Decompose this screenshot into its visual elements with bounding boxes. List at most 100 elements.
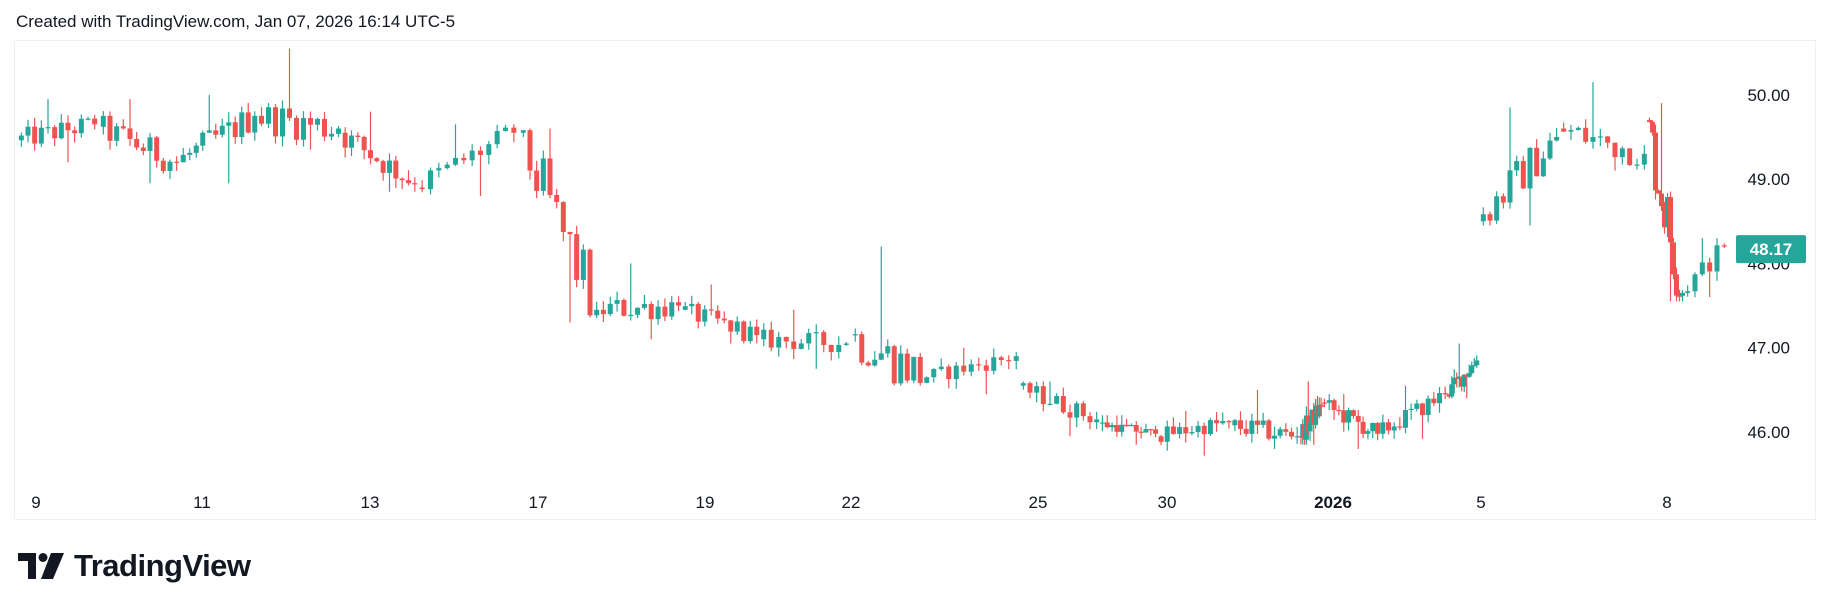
candle-up[interactable] [1437, 393, 1442, 404]
candle-up[interactable] [219, 125, 225, 135]
candle-up[interactable] [991, 357, 997, 371]
candle-down[interactable] [1080, 403, 1086, 417]
candle-up[interactable] [1547, 140, 1553, 159]
candle-up[interactable] [1177, 427, 1183, 434]
candle-up[interactable] [436, 168, 442, 171]
candle-up[interactable] [494, 131, 500, 145]
candle-up[interactable] [1094, 419, 1100, 423]
candle-down[interactable] [259, 115, 264, 124]
candle-down[interactable] [821, 332, 827, 345]
candle-up[interactable] [798, 343, 804, 349]
candle-up[interactable] [1685, 291, 1691, 293]
candle-down[interactable] [355, 135, 361, 137]
candle-up[interactable] [1260, 420, 1266, 425]
candle-up[interactable] [329, 133, 334, 137]
candle-down[interactable] [127, 128, 133, 139]
candle-up[interactable] [1507, 170, 1513, 203]
candle-down[interactable] [72, 130, 78, 134]
candle-up[interactable] [1207, 420, 1213, 435]
candle-up[interactable] [1109, 425, 1115, 428]
candle-down[interactable] [976, 364, 982, 366]
candle-down[interactable] [1283, 429, 1289, 432]
candle-up[interactable] [1480, 214, 1486, 222]
candle-down[interactable] [587, 249, 593, 316]
candle-up[interactable] [1272, 435, 1277, 439]
candle-down[interactable] [1104, 422, 1110, 428]
candle-up[interactable] [1425, 398, 1431, 416]
candle-down[interactable] [1006, 360, 1012, 362]
candle-down[interactable] [621, 299, 627, 316]
candle-up[interactable] [1047, 403, 1053, 405]
candle-down[interactable] [1318, 404, 1324, 407]
candle-down[interactable] [600, 309, 606, 315]
candle-up[interactable] [641, 304, 647, 308]
candle-down[interactable] [380, 161, 386, 173]
candle-down[interactable] [1238, 420, 1243, 429]
candle-up[interactable] [953, 365, 959, 380]
candle-up[interactable] [1692, 274, 1698, 292]
candle-down[interactable] [1612, 142, 1618, 158]
candle-up[interactable] [444, 164, 450, 169]
candle-down[interactable] [1336, 409, 1342, 412]
candle-down[interactable] [1656, 190, 1661, 194]
candle-up[interactable] [1013, 356, 1019, 361]
candle-up[interactable] [1575, 127, 1581, 131]
candle-up[interactable] [1346, 410, 1352, 423]
candle-down[interactable] [1671, 242, 1676, 275]
candle-up[interactable] [1189, 432, 1195, 434]
candle-up[interactable] [1277, 429, 1283, 436]
candle-down[interactable] [174, 161, 180, 163]
candle-down[interactable] [1653, 132, 1658, 191]
candle-up[interactable] [938, 366, 944, 370]
candle-up[interactable] [387, 160, 392, 173]
candle-up[interactable] [594, 309, 600, 316]
candle-down[interactable] [419, 187, 425, 190]
candle-down[interactable] [1647, 120, 1652, 122]
candle-up[interactable] [280, 108, 285, 137]
candle-up[interactable] [885, 346, 891, 354]
candle-up[interactable] [1391, 426, 1397, 431]
candle-down[interactable] [1677, 295, 1682, 297]
candle-up[interactable] [147, 137, 153, 151]
candle-down[interactable] [865, 362, 871, 366]
candle-up[interactable] [1365, 431, 1371, 434]
candle-down[interactable] [648, 304, 654, 320]
candle-down[interactable] [1707, 262, 1713, 272]
candle-up[interactable] [1034, 386, 1040, 393]
candle-up[interactable] [1316, 404, 1322, 417]
candle-up[interactable] [520, 130, 526, 133]
candle-up[interactable] [1471, 365, 1477, 367]
candle-up[interactable] [45, 127, 51, 129]
candle-up[interactable] [1408, 408, 1414, 411]
candle-up[interactable] [266, 107, 271, 124]
candle-down[interactable] [904, 353, 910, 381]
candle-up[interactable] [1128, 424, 1134, 427]
candle-up[interactable] [1619, 148, 1625, 158]
candle-down[interactable] [160, 160, 166, 171]
candle-down[interactable] [393, 160, 399, 179]
candle-up[interactable] [1164, 426, 1170, 442]
candle-down[interactable] [1627, 148, 1633, 166]
candle-down[interactable] [662, 306, 668, 317]
candle-up[interactable] [1020, 383, 1026, 386]
tradingview-logo[interactable]: TradingView [18, 548, 251, 584]
candle-up[interactable] [1143, 429, 1149, 433]
candle-up[interactable] [898, 353, 904, 384]
candle-down[interactable] [768, 329, 774, 348]
candle-down[interactable] [891, 346, 897, 384]
candle-up[interactable] [503, 127, 508, 132]
candle-up[interactable] [924, 377, 930, 383]
candle-up[interactable] [25, 126, 31, 136]
candle-down[interactable] [1583, 127, 1589, 142]
candle-up[interactable] [836, 344, 842, 352]
candle-down[interactable] [554, 195, 560, 203]
candle-down[interactable] [1561, 128, 1567, 132]
candle-down[interactable] [721, 318, 727, 321]
candle-down[interactable] [1148, 429, 1154, 431]
candle-down[interactable] [92, 118, 98, 125]
candle-up[interactable] [607, 303, 613, 315]
candle-down[interactable] [1133, 424, 1139, 432]
candle-up[interactable] [167, 161, 173, 171]
candle-down[interactable] [1674, 274, 1679, 296]
candle-up[interactable] [813, 332, 819, 334]
